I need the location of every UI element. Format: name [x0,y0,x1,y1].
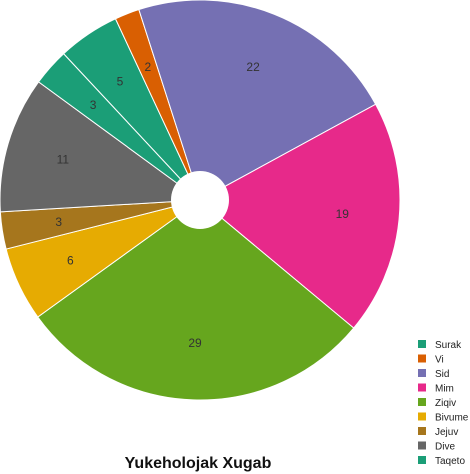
pie-slice-sid [138,0,377,201]
legend-swatch-vi [418,354,426,363]
slice-label-bivume: 6 [67,253,74,267]
legend-label-bivume: Bivume [435,413,469,424]
slice-label-vi: 2 [144,60,151,74]
legend-label-sid: Sid [435,369,449,380]
pie-slices [0,0,401,401]
legend-swatch-ziqiv [418,398,426,406]
legend-swatch-dive [418,441,426,450]
slice-label-mim: 19 [336,207,350,221]
legend-swatch-sid [418,369,426,377]
legend-label-jejuv: Jejuv [435,427,458,438]
chart-title: Yukeholojak Xugab [125,455,272,472]
legend-swatch-mim [418,383,426,392]
slice-label-ziqiv: 29 [188,336,202,350]
legend-swatch-surak [418,340,426,348]
legend-label-surak: Surak [435,340,462,351]
slice-label-dive: 11 [57,153,70,167]
slice-label-jejuv: 3 [55,215,62,229]
legend-label-mim: Mim [435,384,454,395]
legend-swatch-bivume [418,412,426,421]
legend-swatch-taqeto [418,456,426,464]
legend-swatch-jejuv [418,427,426,435]
pie-slice-dive [0,81,202,213]
slice-label-taqeto: 3 [90,98,97,112]
legend: Surak Vi Sid Mim Ziqiv Bivume Jejuv Dive Taqeto [418,340,469,467]
slice-label-sid: 22 [246,60,260,74]
donut-hole [171,171,229,229]
slice-label-surak: 5 [117,74,124,88]
legend-label-ziqiv: Ziqiv [435,398,456,409]
legend-label-vi: Vi [435,355,444,366]
pie-slice-ziqiv [37,199,355,401]
legend-label-dive: Dive [435,442,455,453]
pie-slice-taqeto [37,53,201,201]
legend-label-taqeto: Taqeto [435,456,465,467]
pie-slice-mim [199,103,401,329]
